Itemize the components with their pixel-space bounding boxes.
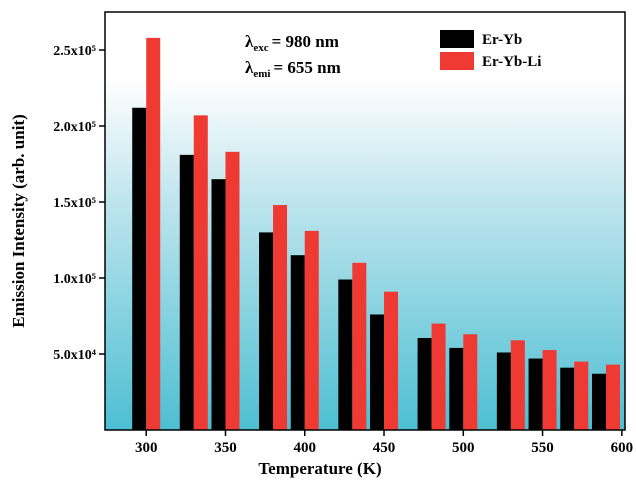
x-tick-label: 300 <box>135 440 158 456</box>
y-tick-label: 2.0x10⁵ <box>53 120 96 135</box>
y-tick-label: 1.0x10⁵ <box>53 272 96 287</box>
x-tick-label: 450 <box>373 440 396 456</box>
annotation-symbol: λ <box>245 58 254 77</box>
annotation: λemi = 655 nm <box>245 58 341 80</box>
x-tick-label: 600 <box>611 440 634 456</box>
bar <box>417 338 432 430</box>
bar <box>225 151 240 430</box>
bar <box>338 279 353 430</box>
annotation-symbol: λ <box>245 32 254 51</box>
bar <box>384 291 399 430</box>
bar <box>528 358 543 430</box>
bar <box>542 350 557 430</box>
annotation-text: = 655 nm <box>273 58 340 77</box>
bar <box>259 232 274 430</box>
bar <box>510 340 525 430</box>
bar <box>496 352 511 430</box>
y-tick-label: 2.5x10⁵ <box>53 44 96 59</box>
bar <box>574 361 589 430</box>
bar <box>211 179 226 430</box>
bar <box>591 373 606 430</box>
legend-label: Er-Yb-Li <box>482 54 541 70</box>
bar <box>132 107 147 430</box>
bar <box>560 367 575 430</box>
x-tick-label: 350 <box>214 440 237 456</box>
x-tick-label: 400 <box>294 440 317 456</box>
y-tick-label: 5.0x10⁴ <box>53 348 97 363</box>
x-axis-label: Temperature (K) <box>258 459 381 478</box>
bar <box>463 334 478 430</box>
legend-swatch <box>440 52 474 70</box>
bar <box>352 262 367 430</box>
bar <box>273 205 288 430</box>
x-tick-label: 500 <box>452 440 475 456</box>
bar <box>146 37 161 431</box>
plot-frame <box>104 11 626 431</box>
annotation-subscript: exc <box>253 42 268 54</box>
legend-label: Er-Yb <box>482 32 522 48</box>
annotation-subscript: emi <box>253 68 270 80</box>
legend-swatch <box>440 30 474 48</box>
y-tick-label: 1.5x10⁵ <box>53 196 96 211</box>
bar <box>179 154 194 430</box>
bar <box>304 230 319 430</box>
annotation-text: = 980 nm <box>272 32 339 51</box>
bar <box>605 364 620 430</box>
bar <box>449 347 464 430</box>
annotation: λexc = 980 nm <box>245 32 339 54</box>
bar <box>370 314 385 430</box>
x-tick-label: 550 <box>531 440 554 456</box>
y-axis-label: Emission Intensity (arb. unit) <box>9 114 28 327</box>
bar <box>431 323 446 430</box>
bar <box>290 255 305 430</box>
bar <box>193 115 208 431</box>
